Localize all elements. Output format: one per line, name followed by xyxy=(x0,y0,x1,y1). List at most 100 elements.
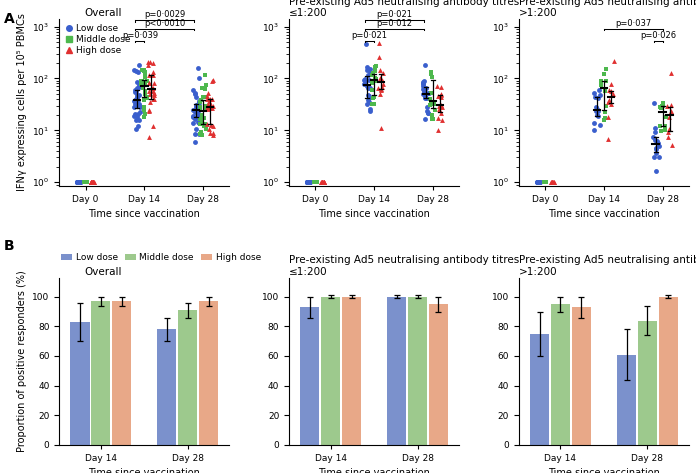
Point xyxy=(129,88,141,96)
Point xyxy=(309,178,320,186)
Point xyxy=(192,109,203,117)
Point xyxy=(189,138,200,146)
Point xyxy=(131,95,142,103)
Point xyxy=(303,178,314,186)
Point xyxy=(666,141,677,149)
Text: Overall: Overall xyxy=(85,8,122,18)
Point xyxy=(535,178,546,186)
Point xyxy=(594,86,605,94)
Point xyxy=(363,84,374,92)
Point xyxy=(141,93,152,101)
Point xyxy=(548,178,559,186)
Point xyxy=(364,107,375,115)
Point xyxy=(80,178,91,186)
Point xyxy=(594,121,606,128)
Point xyxy=(74,178,86,186)
Point xyxy=(88,178,100,186)
Point xyxy=(148,96,159,103)
Point xyxy=(87,178,98,186)
Point xyxy=(654,143,665,150)
Point xyxy=(374,53,385,61)
Point xyxy=(132,96,143,104)
Point xyxy=(426,74,437,81)
Point xyxy=(133,61,144,69)
Point xyxy=(534,178,545,186)
Point xyxy=(74,178,85,186)
Text: p=0·012: p=0·012 xyxy=(377,19,413,28)
Point xyxy=(418,90,429,98)
Point xyxy=(540,178,551,186)
Point xyxy=(425,89,436,96)
Point xyxy=(425,68,436,76)
Point xyxy=(74,178,86,186)
Point xyxy=(195,128,206,136)
Point xyxy=(139,89,150,96)
Point xyxy=(429,100,440,108)
Point xyxy=(603,136,614,143)
Point xyxy=(367,70,378,77)
Point xyxy=(303,178,315,186)
Point xyxy=(374,76,386,84)
Text: p=0·037: p=0·037 xyxy=(615,19,651,28)
Point xyxy=(532,178,544,186)
Point xyxy=(659,123,670,130)
Point xyxy=(134,103,145,110)
Text: p=0·0029: p=0·0029 xyxy=(144,10,185,19)
Point xyxy=(421,107,432,115)
Text: p=0·021: p=0·021 xyxy=(377,10,413,19)
Point xyxy=(207,129,219,136)
Point xyxy=(541,178,552,186)
Point xyxy=(533,178,544,186)
Point xyxy=(193,120,205,127)
Point xyxy=(303,178,314,186)
X-axis label: Time since vaccination: Time since vaccination xyxy=(548,210,660,219)
Point xyxy=(653,153,664,160)
Text: Pre-existing Ad5 neutralising antibody titres
≤1:200: Pre-existing Ad5 neutralising antibody t… xyxy=(289,255,519,277)
Point xyxy=(192,64,203,72)
Point xyxy=(649,124,661,132)
Point xyxy=(593,112,604,120)
Point xyxy=(301,178,313,186)
Point xyxy=(311,178,322,186)
Point xyxy=(318,178,329,186)
Point xyxy=(367,100,378,108)
Point xyxy=(317,178,328,186)
Point xyxy=(316,178,327,186)
Point xyxy=(425,101,436,108)
Point xyxy=(207,131,219,139)
Point xyxy=(195,98,206,106)
Point xyxy=(432,82,443,90)
Point xyxy=(361,83,372,90)
Point xyxy=(86,178,97,186)
Point xyxy=(87,178,98,186)
Point xyxy=(203,89,214,96)
Point xyxy=(302,178,313,186)
Point xyxy=(425,99,436,106)
Point xyxy=(87,178,98,186)
Point xyxy=(207,102,219,109)
Point xyxy=(435,101,446,109)
Point xyxy=(649,153,660,161)
Point xyxy=(139,79,150,87)
Bar xyxy=(199,301,218,445)
Point xyxy=(189,106,200,114)
Point xyxy=(588,89,599,96)
Point xyxy=(193,74,205,81)
Point xyxy=(541,178,552,186)
Point xyxy=(302,178,313,186)
Point xyxy=(365,85,376,92)
Point xyxy=(73,178,84,186)
Point xyxy=(193,99,205,106)
Point xyxy=(148,89,159,97)
Point xyxy=(86,178,97,186)
Point xyxy=(200,125,212,133)
Point xyxy=(140,68,151,76)
Point xyxy=(192,118,203,125)
Point xyxy=(588,126,599,134)
Point xyxy=(148,91,159,99)
Point xyxy=(547,178,558,186)
Point xyxy=(88,178,99,186)
Point xyxy=(666,101,677,109)
Point xyxy=(72,178,84,186)
Point xyxy=(422,110,434,117)
